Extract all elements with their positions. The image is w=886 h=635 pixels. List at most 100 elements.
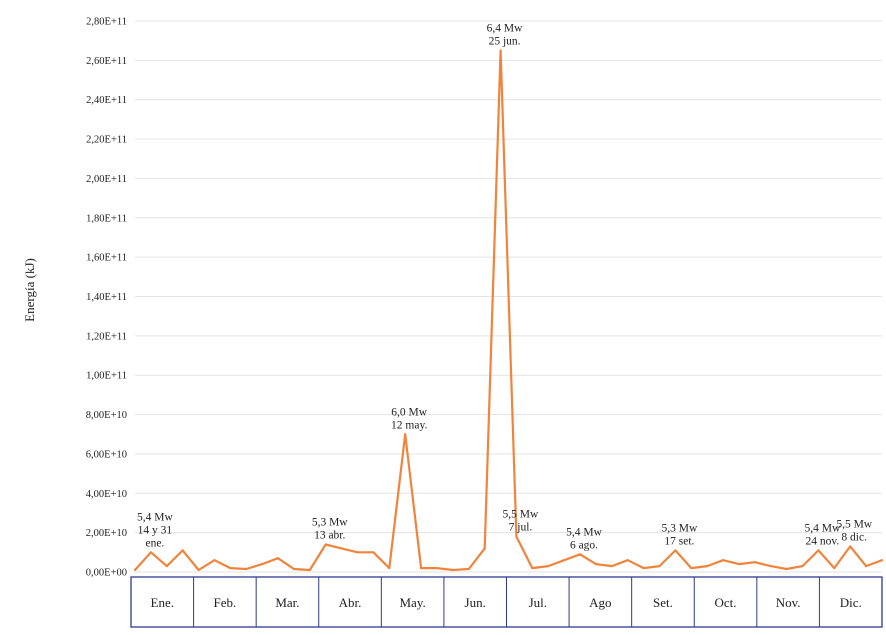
data-point <box>626 559 629 562</box>
data-point <box>690 566 693 570</box>
data-point <box>785 567 788 571</box>
data-point <box>292 567 296 571</box>
data-point <box>324 543 327 546</box>
y-tick-label: 1,40E+11 <box>86 292 127 303</box>
annotation-label: ene. <box>145 537 164 549</box>
data-point <box>594 563 598 566</box>
data-point <box>467 567 470 571</box>
month-label: Ago <box>589 595 611 610</box>
annotation-label: 7 jul. <box>509 522 533 534</box>
annotation-label: 5,4 Mw <box>137 511 173 523</box>
y-tick-label: 1,00E+11 <box>86 371 127 382</box>
y-tick-label: 8,00E+10 <box>86 410 127 421</box>
y-tick-label: 1,80E+11 <box>86 213 127 224</box>
y-tick-label: 1,20E+11 <box>86 331 127 342</box>
data-point <box>419 566 423 570</box>
data-point <box>849 545 852 548</box>
data-point <box>610 564 613 568</box>
data-point <box>340 547 343 550</box>
y-tick-label: 2,00E+10 <box>86 528 127 539</box>
data-point <box>880 559 884 562</box>
data-point <box>197 568 200 572</box>
y-axis-ticks: 0,00E+00 2,00E+10 4,00E+10 6,00E+10 8,00E+10… <box>86 17 127 579</box>
y-tick-label: 2,80E+11 <box>86 17 127 28</box>
data-point <box>245 567 248 571</box>
data-point <box>721 559 725 562</box>
data-point <box>817 549 820 552</box>
data-point <box>753 561 756 564</box>
month-label: Nov. <box>776 595 801 610</box>
data-point <box>229 566 232 570</box>
data-point <box>276 557 280 560</box>
y-tick-label: 0,00E+00 <box>86 568 127 579</box>
gridlines <box>135 20 882 573</box>
y-tick-label: 2,60E+11 <box>86 56 127 67</box>
data-point <box>706 564 709 568</box>
data-point <box>642 566 645 570</box>
month-label: May. <box>400 595 426 610</box>
month-label: Ene. <box>151 595 174 610</box>
annotation-label: 6,0 Mw <box>391 406 427 418</box>
month-label: Oct. <box>715 595 737 610</box>
data-point <box>531 566 534 570</box>
annotation-label: 5,4 Mw <box>805 522 841 534</box>
data-point <box>833 566 836 570</box>
annotation-label: 13 abr. <box>314 529 345 541</box>
month-label: Dic. <box>840 595 862 610</box>
annotation-label: 14 y 31 <box>138 524 173 536</box>
data-point <box>451 568 454 572</box>
annotation-label: 5,5 Mw <box>503 509 539 521</box>
y-tick-label: 1,60E+11 <box>86 253 127 264</box>
month-label: Jul. <box>529 595 547 610</box>
data-point <box>578 553 582 556</box>
annotation-label: 5,3 Mw <box>661 522 697 534</box>
y-tick-label: 6,00E+10 <box>86 449 127 460</box>
annotation-label: 5,5 Mw <box>836 518 872 530</box>
annotation-label: 8 dic. <box>841 531 867 543</box>
data-point <box>261 563 264 566</box>
annotation-label: 5,3 Mw <box>312 516 348 528</box>
annotation-label: 6 ago. <box>570 539 598 551</box>
y-tick-label: 2,20E+11 <box>86 135 127 146</box>
data-point <box>213 559 216 562</box>
annotation-label: 17 set. <box>664 535 694 547</box>
data-point <box>563 559 566 562</box>
data-point <box>515 535 518 538</box>
data-point <box>404 433 407 436</box>
data-point <box>737 563 741 566</box>
data-point <box>674 549 677 552</box>
month-label: Jun. <box>465 595 486 610</box>
y-tick-label: 4,00E+10 <box>86 489 127 500</box>
y-axis-label: Energía (kJ) <box>22 258 37 322</box>
data-point <box>865 564 868 568</box>
data-point <box>658 564 661 568</box>
data-point <box>372 551 375 554</box>
data-point <box>165 564 168 568</box>
data-point <box>388 566 391 570</box>
data-point <box>356 551 359 554</box>
series-line <box>133 49 884 572</box>
month-label: Abr. <box>339 595 362 610</box>
series-line-path <box>134 49 883 572</box>
month-axis-box: Ene. Feb. Mar. Abr. May. Jun. Jul. Ago Set. Oct. N… <box>130 576 883 628</box>
data-point <box>435 566 439 570</box>
data-point <box>308 568 311 572</box>
month-label: Mar. <box>275 595 299 610</box>
data-point <box>483 547 486 550</box>
annotation-label: 6,4 Mw <box>487 23 523 35</box>
data-point <box>547 564 550 568</box>
month-label: Set. <box>653 595 673 610</box>
data-point <box>149 551 152 554</box>
annotation-label: 24 nov. <box>806 535 840 547</box>
data-point <box>801 564 804 568</box>
annotation-label: 5,4 Mw <box>566 526 602 538</box>
data-point <box>499 49 502 52</box>
y-tick-label: 2,40E+11 <box>86 95 127 106</box>
data-point <box>181 549 184 552</box>
data-point <box>769 564 772 568</box>
annotation-label: 25 jun. <box>489 36 521 48</box>
annotation-label: 12 may. <box>391 419 427 431</box>
y-tick-label: 2,00E+11 <box>86 174 127 185</box>
